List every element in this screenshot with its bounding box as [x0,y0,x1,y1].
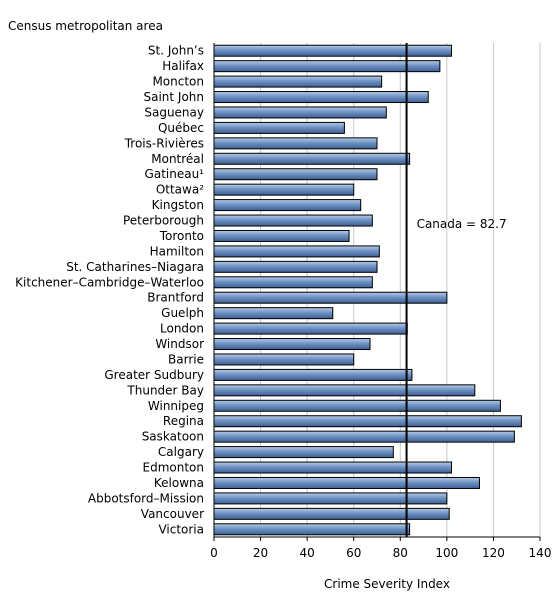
bar-16 [213,291,448,304]
category-label-16: Brantford [147,291,204,305]
bar-5 [213,121,345,134]
canada-reference-label: Canada = 82.7 [417,217,507,231]
category-label-10: Kingston [152,198,204,212]
bar-11 [213,214,373,227]
bar-29 [213,492,448,505]
category-label-14: St. Catharines–Niagara [66,260,204,274]
bar-9 [213,183,355,196]
category-label-26: Calgary [158,445,204,459]
bars [213,44,522,536]
x-tick-label-40: 40 [300,546,315,560]
bar-10 [213,199,362,212]
bar-3 [213,91,429,104]
bar-12 [213,229,350,242]
x-axis-title: Crime Severity Index [324,577,450,591]
bar-31 [213,523,411,536]
category-label-8: Gatineau¹ [145,167,205,181]
category-label-27: Edmonton [143,461,205,475]
bar-30 [213,507,450,520]
bar-6 [213,137,378,150]
category-label-15: Kitchener–Cambridge–Waterloo [15,275,204,289]
bar-27 [213,461,453,474]
x-tick-label-0: 0 [210,546,218,560]
bar-13 [213,245,380,258]
category-label-19: Windsor [155,337,204,351]
bar-19 [213,338,371,351]
bar-1 [213,60,441,73]
bar-21 [213,368,413,381]
bar-20 [213,353,355,366]
category-label-9: Ottawa² [156,183,204,197]
x-tick-label-60: 60 [346,546,361,560]
category-label-24: Regina [163,414,204,428]
x-tick-label-120: 120 [482,546,505,560]
bar-0 [213,44,453,57]
bar-18 [213,322,408,335]
bar-26 [213,446,394,459]
bar-15 [213,276,373,289]
bar-8 [213,168,378,181]
category-label-4: Saguenay [144,105,204,119]
category-label-22: Thunder Bay [126,383,204,397]
x-tick-label-80: 80 [393,546,408,560]
bar-23 [213,399,501,412]
x-tick-label-140: 140 [529,546,552,560]
category-label-21: Greater Sudbury [104,368,204,382]
y-axis-title: Census metropolitan area [8,19,163,33]
category-label-28: Kelowna [154,476,204,490]
category-label-31: Victoria [158,522,204,536]
category-label-7: Montréal [151,152,204,166]
category-label-23: Winnipeg [148,399,204,413]
category-label-5: Québec [158,121,204,135]
bar-4 [213,106,387,119]
category-label-20: Barrie [168,352,204,366]
category-label-3: Saint John [143,90,204,104]
category-label-18: London [160,322,204,336]
category-label-11: Peterborough [123,214,204,228]
category-label-25: Saskatoon [142,430,204,444]
category-label-12: Toronto [159,229,204,243]
bar-24 [213,415,522,428]
bar-14 [213,260,378,273]
bar-22 [213,384,476,397]
bar-28 [213,476,480,489]
category-label-29: Abbotsford–Mission [88,491,204,505]
category-label-6: Trois-Rivières [124,136,204,150]
bar-2 [213,75,383,88]
bar-25 [213,430,515,443]
category-label-30: Vancouver [141,507,204,521]
category-label-2: Moncton [152,75,204,89]
category-label-1: Halifax [162,59,204,73]
x-tick-label-100: 100 [435,546,458,560]
x-tick-labels: 0 20 40 60 80 100 120 140 [210,537,551,560]
category-label-0: St. John’s [148,44,204,58]
category-label-13: Hamilton [150,244,204,258]
category-label-17: Guelph [161,306,204,320]
bar-7 [213,152,411,165]
bar-17 [213,307,334,320]
x-tick-label-20: 20 [253,546,268,560]
